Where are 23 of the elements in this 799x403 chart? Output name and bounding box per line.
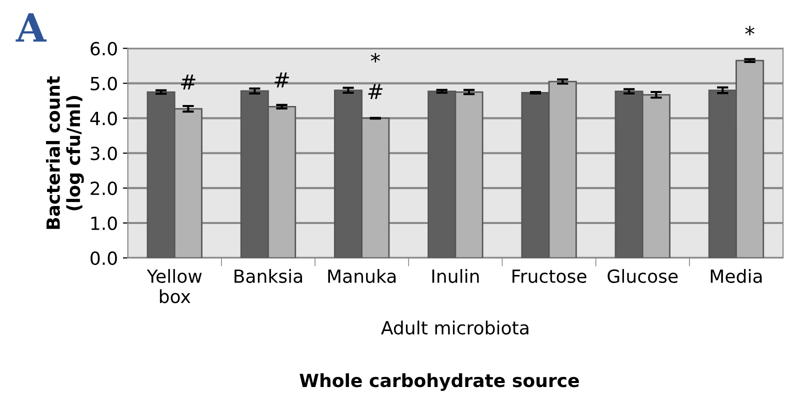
text: A — [16, 13, 47, 42]
annotation: # — [368, 84, 383, 99]
annotation: * — [370, 52, 380, 62]
y-tick-label: 2.0 — [90, 182, 117, 196]
text: Whole carbohydrate source — [300, 373, 579, 391]
y-tick-label: 6.0 — [90, 42, 117, 56]
x-tick-label: Fructose — [512, 270, 586, 284]
annotation: * — [745, 26, 754, 36]
annotation: # — [181, 74, 196, 90]
annotation: # — [274, 72, 289, 88]
x-tick-label: Media — [710, 269, 762, 284]
y-tick-label: 4.0 — [90, 112, 117, 126]
y-tick-label: 3.0 — [90, 146, 117, 160]
x-tick-label: Inulin — [432, 269, 479, 284]
y-axis-title: Bacterial count (log cfu/ml) — [46, 76, 84, 229]
x-tick-label: Banksia — [234, 269, 302, 284]
y-tick-label: 0.0 — [90, 251, 117, 266]
y-tick-label: 5.0 — [90, 76, 117, 90]
y-tick-label: 1.0 — [91, 216, 117, 230]
x-tick-label: Glucose — [608, 269, 678, 284]
x-tick-label: Yellow box — [146, 269, 202, 304]
x-tick-label: Manuka — [328, 269, 396, 284]
x-axis-title: Adult microbiota — [381, 320, 528, 335]
